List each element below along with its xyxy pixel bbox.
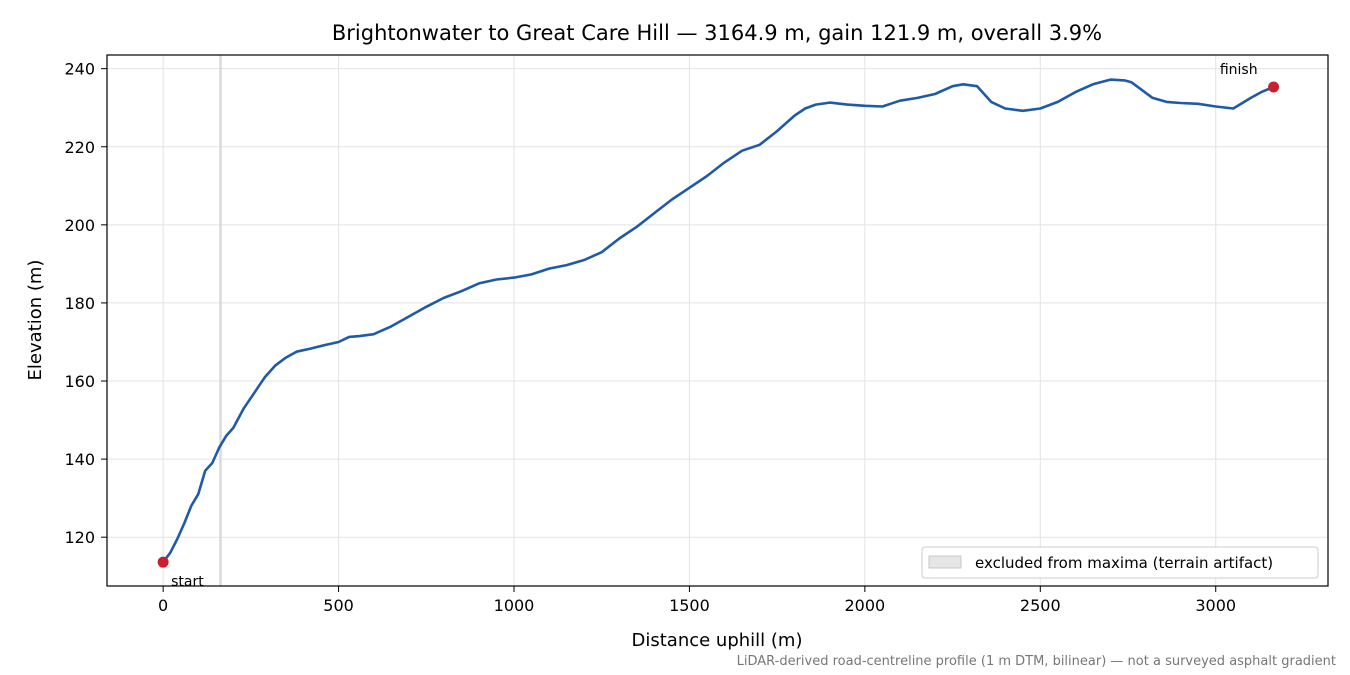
x-tick-label: 2000	[845, 596, 886, 615]
x-tick-label: 0	[158, 596, 168, 615]
y-tick-label: 140	[64, 450, 95, 469]
footnote: LiDAR-derived road-centreline profile (1…	[737, 654, 1336, 669]
legend-swatch	[928, 555, 962, 569]
start-label: start	[171, 574, 204, 590]
chart-title: Brightonwater to Great Care Hill — 3164.…	[332, 21, 1102, 45]
x-tick-label: 3000	[1195, 596, 1236, 615]
y-axis-ticks: 120 140 160 180 200 220 240	[64, 60, 107, 547]
y-tick-label: 240	[64, 60, 95, 79]
y-tick-label: 160	[64, 372, 95, 391]
start-marker	[157, 556, 169, 568]
grid-lines	[107, 55, 1328, 586]
excluded-band	[219, 55, 222, 586]
x-tick-label: 2500	[1020, 596, 1061, 615]
endpoint-markers: start finish	[157, 62, 1280, 590]
legend-label: excluded from maxima (terrain artifact)	[975, 554, 1273, 572]
plot-frame	[106, 54, 1329, 587]
y-tick-label: 200	[64, 216, 95, 235]
y-axis-label: Elevation (m)	[25, 260, 46, 381]
legend-box	[921, 546, 1319, 579]
finish-label: finish	[1220, 62, 1258, 78]
x-tick-label: 1000	[494, 596, 535, 615]
elevation-series-line	[161, 78, 1275, 564]
x-tick-label: 500	[323, 596, 354, 615]
legend: excluded from maxima (terrain artifact)	[921, 546, 1319, 579]
y-tick-label: 180	[64, 294, 95, 313]
finish-marker	[1268, 81, 1280, 93]
y-tick-label: 220	[64, 138, 95, 157]
x-axis-label: Distance uphill (m)	[632, 630, 803, 651]
x-axis-ticks: 0 500 1000 1500 2000 2500 3000	[158, 586, 1236, 615]
y-tick-label: 120	[64, 528, 95, 547]
x-tick-label: 1500	[669, 596, 710, 615]
